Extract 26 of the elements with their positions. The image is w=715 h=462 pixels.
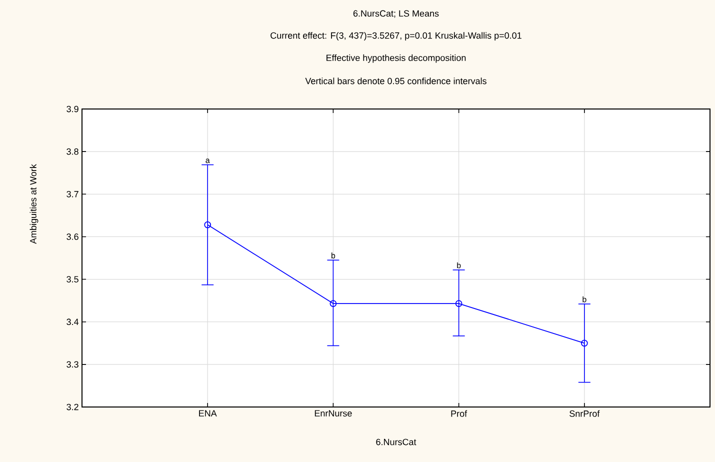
y-tick-label: 3.9: [66, 106, 78, 112]
x-tick-label: SnrProf: [570, 410, 600, 417]
x-tick-label: EnrNurse: [314, 410, 352, 416]
y-axis-title: Ambiguities at Work: [30, 164, 38, 244]
annotation: b: [457, 262, 461, 268]
y-tick-label: 3.7: [66, 190, 78, 198]
annotation: a: [206, 158, 210, 164]
point: [204, 221, 212, 228]
y-tick-label: 3.3: [66, 361, 78, 368]
x-tick-label: Prof: [451, 410, 468, 417]
y-tick-label: 3.2: [66, 404, 78, 410]
point: [455, 300, 462, 307]
chart-subtitle: Current effect: F(3, 437)=3.5267, p=0.01 Kruskal-Wallis p=0.01: [270, 32, 522, 40]
y-tick-label: 3.4: [66, 318, 79, 326]
text: Vertical bars denote 0.95 confidence intervals: [305, 78, 486, 84]
y-tick-label: 3.6: [66, 234, 78, 240]
x-tick-label: ENA: [199, 410, 217, 416]
y-tick-label: 3.5: [66, 276, 78, 282]
annotation: b: [331, 252, 336, 258]
point: [330, 300, 337, 307]
annotation: b: [582, 296, 586, 302]
text: Effective hypothesis decomposition: [326, 54, 466, 63]
y-tick-label: 3.8: [66, 148, 78, 155]
point: [580, 340, 588, 347]
chart-title: 6.NursCat; LS Means: [353, 10, 439, 18]
x-axis-title: 6.NursCat: [376, 438, 416, 446]
